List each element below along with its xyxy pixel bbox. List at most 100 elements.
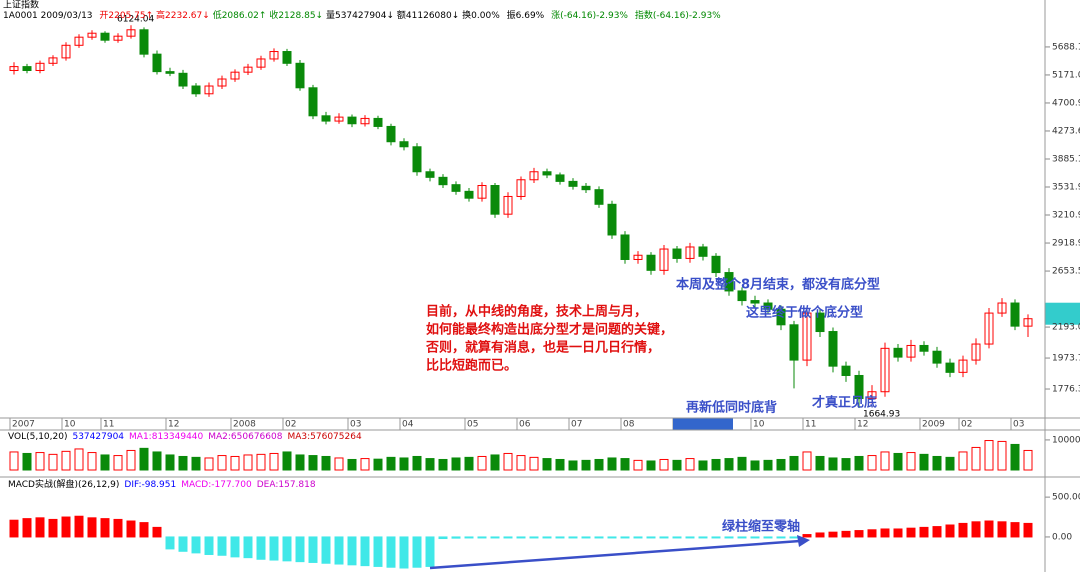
bar bbox=[516, 455, 526, 471]
bar bbox=[971, 446, 981, 471]
bar bbox=[672, 536, 682, 539]
bar bbox=[529, 536, 539, 539]
last-badge bbox=[1045, 302, 1080, 325]
header-item: MA3:576075264 bbox=[287, 432, 361, 442]
x-tick-label: 10 bbox=[64, 420, 76, 430]
bar bbox=[321, 455, 331, 471]
bar bbox=[789, 536, 799, 539]
bar bbox=[516, 536, 526, 539]
bar bbox=[412, 536, 422, 568]
bar bbox=[464, 456, 474, 471]
header-item: MACD:-177.700 bbox=[181, 480, 252, 490]
x-tick-label: 03 bbox=[1013, 420, 1024, 430]
bar bbox=[633, 459, 643, 471]
bar bbox=[763, 536, 773, 539]
bar bbox=[9, 451, 19, 471]
bar bbox=[178, 455, 188, 471]
bar bbox=[100, 454, 110, 471]
bar bbox=[308, 536, 318, 563]
info: 量537427904↓ bbox=[326, 10, 394, 21]
bar bbox=[269, 452, 279, 471]
bar bbox=[35, 517, 45, 538]
bar bbox=[867, 455, 877, 471]
bar bbox=[113, 518, 123, 538]
bar bbox=[256, 536, 266, 560]
bar bbox=[1023, 522, 1033, 538]
bar bbox=[997, 521, 1007, 538]
bar bbox=[542, 458, 552, 471]
y-tick-label: 100000 bbox=[1052, 435, 1080, 445]
bar bbox=[152, 451, 162, 471]
x-tick-label: 2008 bbox=[233, 420, 256, 430]
bar bbox=[984, 520, 994, 538]
bar bbox=[191, 536, 201, 554]
bar bbox=[568, 536, 578, 539]
bar bbox=[243, 536, 253, 559]
bar bbox=[802, 534, 812, 538]
header-item: MA1:813349440 bbox=[129, 432, 203, 442]
bar bbox=[399, 536, 409, 569]
bar bbox=[217, 455, 227, 471]
bar bbox=[581, 459, 591, 471]
bar bbox=[165, 536, 175, 550]
y-tick-label: 1776.3 bbox=[1052, 385, 1080, 395]
bar bbox=[269, 536, 279, 561]
bar bbox=[191, 456, 201, 471]
bar bbox=[555, 536, 565, 539]
y-tick-label: 2653.5 bbox=[1052, 267, 1080, 277]
bar bbox=[178, 536, 188, 552]
bar bbox=[711, 536, 721, 539]
annotation: 再新低同时底背 bbox=[686, 400, 777, 416]
bar bbox=[503, 452, 513, 471]
bar bbox=[893, 452, 903, 471]
note-line: 如何能最终构造出底分型才是问题的关键， bbox=[426, 322, 673, 338]
bar bbox=[919, 453, 929, 471]
bar bbox=[737, 536, 747, 539]
header-item: DIF:-98.951 bbox=[124, 480, 176, 490]
low-label: 1664.93 bbox=[863, 410, 900, 420]
y-tick-label: 5688.1 bbox=[1052, 42, 1080, 52]
x-tick-label: 11 bbox=[103, 420, 114, 430]
bar bbox=[763, 459, 773, 471]
x-tick-label: 03 bbox=[350, 420, 361, 430]
bar bbox=[9, 519, 19, 538]
bar bbox=[685, 458, 695, 471]
bar bbox=[360, 536, 370, 567]
bar bbox=[724, 458, 734, 471]
bar bbox=[646, 536, 656, 539]
bar bbox=[386, 536, 396, 568]
y-tick-label: 4700.9 bbox=[1052, 98, 1080, 108]
high-label: 6124.04 bbox=[117, 15, 154, 25]
date-highlight bbox=[673, 418, 733, 430]
bar bbox=[451, 536, 461, 539]
bar bbox=[620, 458, 630, 471]
x-tick-label: 11 bbox=[805, 420, 816, 430]
bar bbox=[74, 448, 84, 471]
bar bbox=[451, 457, 461, 471]
bar bbox=[750, 536, 760, 539]
bar bbox=[139, 522, 149, 538]
y-tick-label: 3531.9 bbox=[1052, 183, 1080, 193]
bar bbox=[828, 531, 838, 538]
title: 上证指数 bbox=[3, 0, 39, 11]
bar bbox=[984, 440, 994, 471]
bar bbox=[685, 536, 695, 539]
header-item: DEA:157.818 bbox=[257, 480, 316, 490]
bar bbox=[555, 458, 565, 471]
bar bbox=[607, 536, 617, 539]
bar bbox=[815, 532, 825, 538]
annotation: 才真正见底 bbox=[812, 395, 877, 411]
x-tick-label: 04 bbox=[402, 420, 414, 430]
y-tick-label: 0.00 bbox=[1052, 532, 1072, 542]
y-tick-label: 2193.0 bbox=[1052, 323, 1080, 333]
bar bbox=[373, 458, 383, 471]
info: 振6.69% bbox=[507, 9, 545, 21]
bar bbox=[48, 453, 58, 471]
note-line: 否则，就算有消息，也是一日几日行情， bbox=[425, 340, 660, 356]
annotation: 本周及整个8月结束，都没有底分型 bbox=[676, 277, 880, 293]
bar bbox=[750, 460, 760, 471]
bar bbox=[945, 524, 955, 538]
annotation: 绿柱缩至零轴 bbox=[722, 519, 800, 535]
x-tick-label: 2007 bbox=[12, 420, 35, 430]
bar bbox=[828, 457, 838, 471]
